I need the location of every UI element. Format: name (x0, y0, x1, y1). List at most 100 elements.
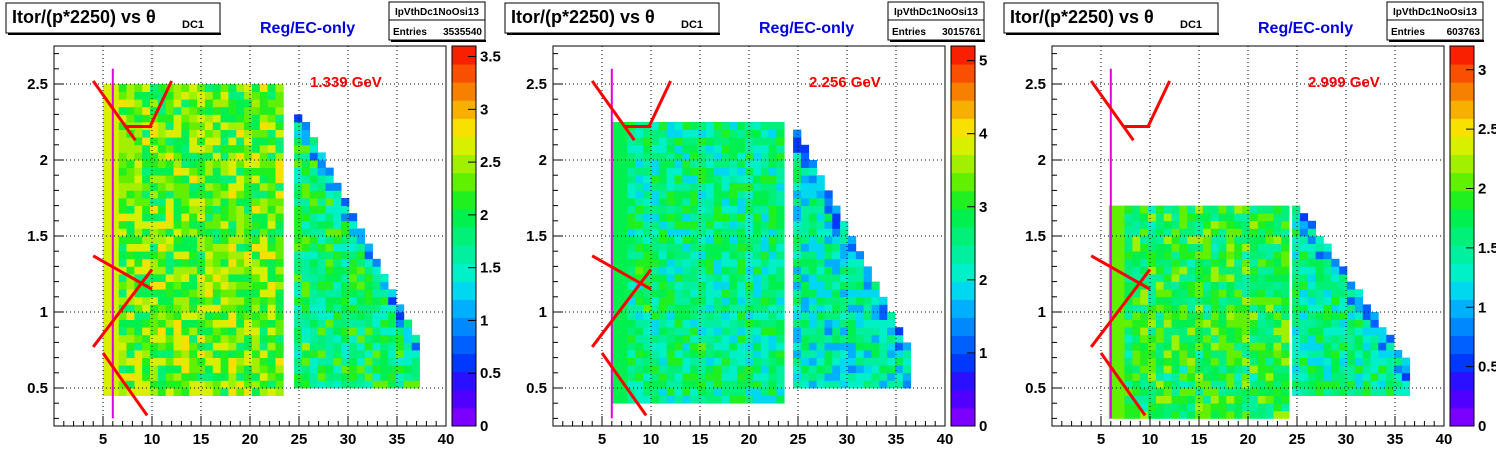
heatmap-cell (1163, 274, 1172, 282)
heatmap-cell (244, 144, 253, 153)
heatmap-cell (808, 175, 817, 184)
heatmap-cell (165, 304, 174, 313)
heatmap-cell (1386, 334, 1395, 343)
heatmap-cell (103, 357, 112, 366)
heatmap-cell (1307, 281, 1316, 290)
heatmap-cell (1132, 213, 1141, 222)
heatmap-cell (800, 319, 810, 328)
heatmap-cells (1108, 205, 1411, 419)
heatmap-cell (267, 304, 276, 313)
heatmap-cell (611, 258, 620, 267)
heatmap-cell (1187, 319, 1196, 328)
heatmap-cell (333, 304, 342, 313)
heatmap-cell (1171, 266, 1180, 275)
heatmap-cell (118, 190, 127, 199)
heatmap-cell (1210, 243, 1219, 252)
heatmap-cell (1250, 296, 1259, 305)
heatmap-cell (1210, 274, 1219, 282)
heatmap-cell (189, 251, 198, 260)
heatmap-cell (1394, 380, 1403, 389)
heatmap-cell (1132, 205, 1141, 214)
heatmap-cell (228, 167, 237, 176)
heatmap-cell (142, 129, 151, 138)
heatmap-cell (1210, 281, 1219, 290)
heatmap-cell (674, 289, 683, 298)
heatmap-cell (189, 167, 198, 176)
heatmap-cell (396, 327, 405, 336)
heatmap-cell (1292, 319, 1301, 328)
heatmap-cell (1347, 281, 1356, 290)
heatmap-cell (1218, 258, 1227, 267)
heatmap-cell (1386, 388, 1395, 396)
heatmap-cell (793, 182, 802, 191)
heatmap-cell (173, 205, 182, 214)
heatmap-cell (275, 114, 284, 123)
heatmap-cell (341, 327, 350, 336)
heatmap-cell (197, 137, 206, 146)
heatmap-cell (126, 213, 135, 222)
heatmap-cell (325, 357, 334, 366)
heatmap-cell (698, 251, 707, 260)
heatmap-cell (674, 243, 683, 252)
heatmap-cell (1179, 372, 1188, 381)
heatmap-cell (1242, 228, 1251, 237)
heatmap-cell (1195, 205, 1204, 214)
heatmap-cell (776, 350, 785, 358)
heatmap-cell (619, 175, 628, 184)
heatmap-cell (1140, 220, 1149, 229)
heatmap-cell (349, 296, 358, 305)
heatmap-cell (682, 350, 691, 358)
heatmap-cell (1273, 205, 1282, 214)
x-tick-label: 40 (937, 431, 954, 448)
heatmap-cell (165, 342, 174, 351)
heatmap-cell (1202, 258, 1212, 267)
heatmap-cell (1339, 357, 1348, 366)
heatmap-cell (103, 190, 112, 199)
z-tick-label: 1 (979, 345, 987, 362)
heatmap-cell (619, 182, 628, 191)
heatmap-cell (157, 243, 167, 252)
grid-lines (553, 46, 945, 426)
heatmap-cell (228, 281, 237, 290)
heatmap-cell (244, 160, 253, 168)
heatmap-cell (674, 251, 683, 260)
heatmap-cell (204, 266, 214, 275)
heatmap-cell (666, 281, 675, 290)
heatmap-cell (793, 334, 802, 343)
heatmap-cell (157, 319, 167, 328)
heatmap-cell (189, 334, 198, 343)
heatmap-cell (682, 289, 691, 298)
heatmap-cell (1202, 334, 1212, 343)
heatmap-cell (1124, 319, 1133, 328)
heatmap-cell (259, 319, 268, 328)
heatmap-cell (627, 228, 636, 237)
heatmap-cell (204, 236, 214, 244)
heatmap-cell (1187, 365, 1196, 374)
heatmap-cell (244, 296, 253, 305)
color-scale-segment (951, 154, 975, 174)
heatmap-cell (118, 296, 127, 305)
heatmap-cell (800, 281, 810, 290)
heatmap-cell (705, 395, 715, 404)
heatmap-cell (627, 220, 636, 229)
heatmap-cell (228, 205, 237, 214)
heatmap-cell (1140, 236, 1149, 244)
heatmap-cell (228, 129, 237, 138)
heatmap-cell (157, 129, 167, 138)
heatmap-cell (713, 205, 722, 214)
heatmap-cell (204, 122, 214, 130)
heatmap-cell (651, 175, 660, 184)
heatmap-cell (887, 319, 896, 328)
heatmap-cell (1202, 319, 1212, 328)
color-scale-segment (951, 136, 975, 156)
heatmap-cell (189, 122, 198, 130)
heatmap-cell (1257, 372, 1266, 381)
heatmap-cell (713, 137, 722, 146)
heatmap-cell (705, 342, 715, 351)
heatmap-cell (698, 228, 707, 237)
heatmap-cell (157, 198, 167, 206)
heatmap-cell (832, 205, 841, 214)
heatmap-cell (1155, 304, 1165, 313)
heatmap-cell (1124, 296, 1133, 305)
heatmap-cell (721, 152, 730, 161)
